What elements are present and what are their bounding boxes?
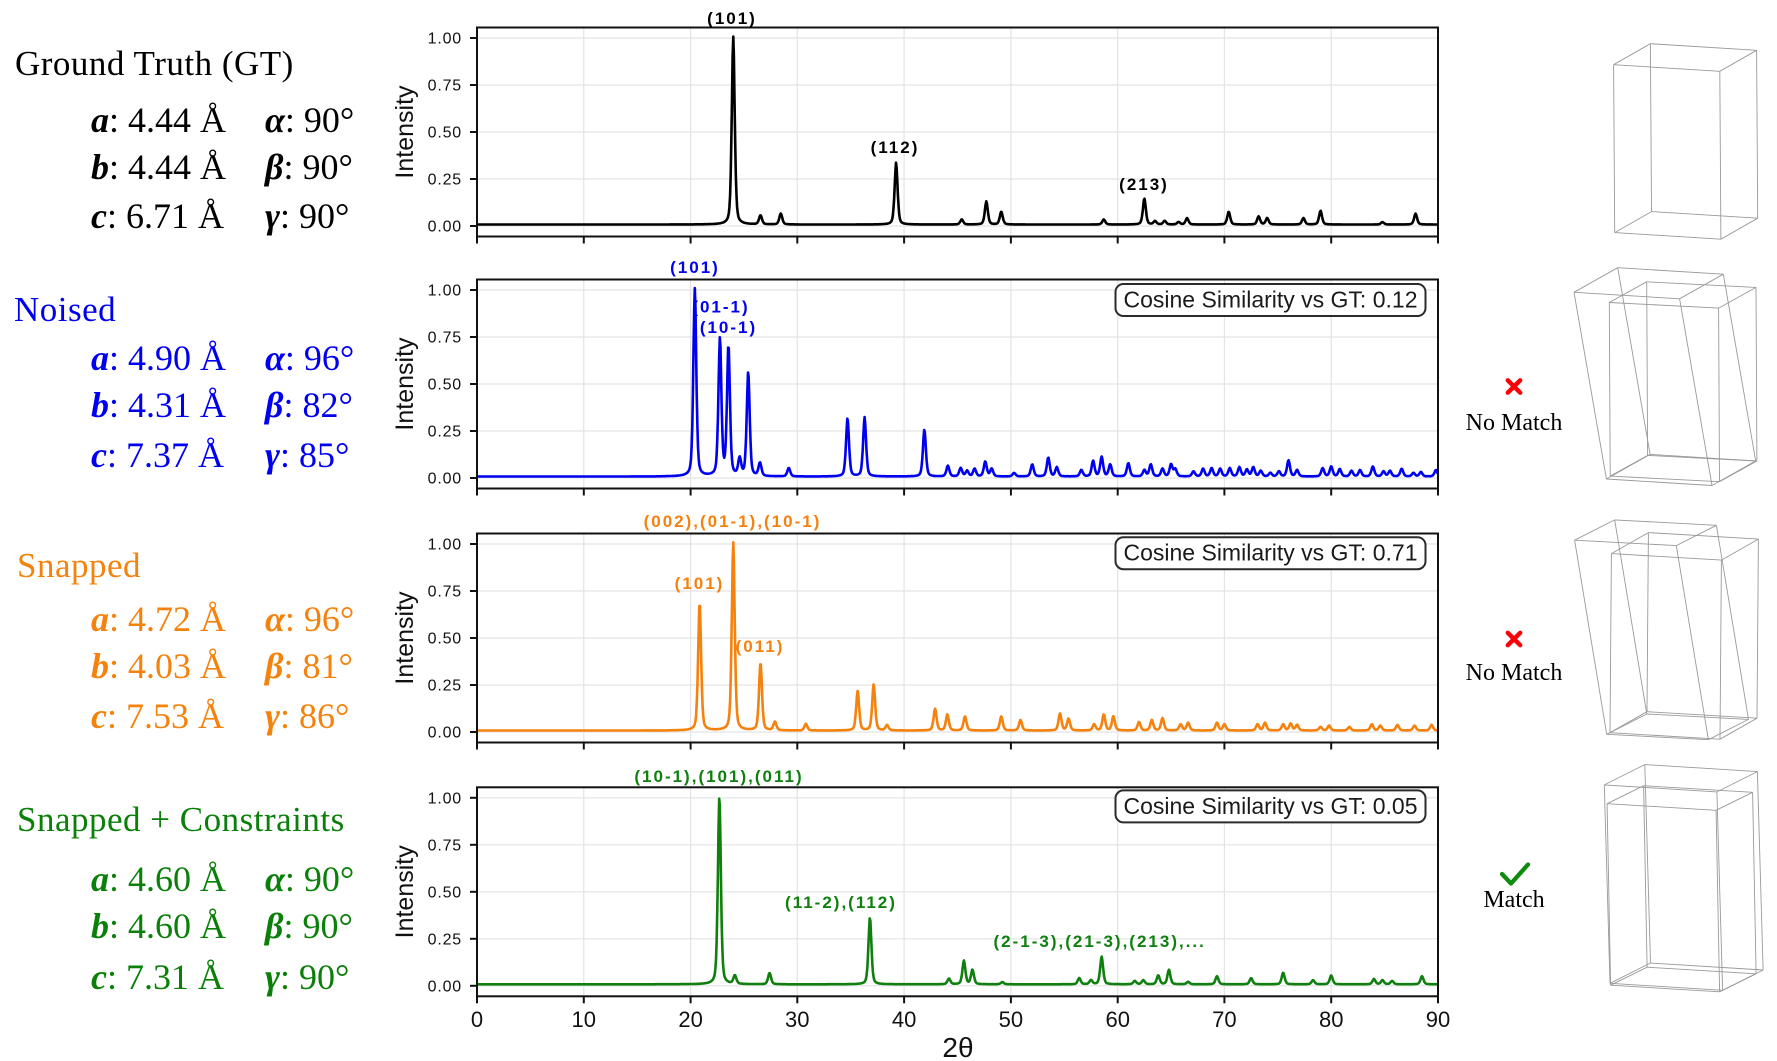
svg-text:0.50: 0.50: [428, 125, 462, 142]
svg-text:0.50: 0.50: [428, 631, 462, 648]
svg-text:0.00: 0.00: [428, 725, 462, 742]
svg-text:(2-1-3),(21-3),(213),...: (2-1-3),(21-3),(213),...: [994, 932, 1206, 951]
svg-text:Cosine Similarity vs GT: 0.12: Cosine Similarity vs GT: 0.12: [1124, 287, 1418, 313]
svg-text:0.75: 0.75: [428, 584, 462, 601]
svg-text:(213): (213): [1119, 175, 1169, 194]
svg-text:70: 70: [1212, 1007, 1236, 1032]
svg-text:(10-1),(101),(011): (10-1),(101),(011): [634, 767, 803, 786]
svg-text:1.00: 1.00: [428, 790, 462, 807]
svg-text:0.75: 0.75: [428, 78, 462, 95]
svg-text:(002),(01-1),(10-1): (002),(01-1),(10-1): [644, 512, 822, 531]
svg-text:Intensity: Intensity: [391, 845, 419, 939]
svg-text:Intensity: Intensity: [391, 591, 419, 685]
svg-text:0: 0: [471, 1007, 483, 1032]
svg-text:(101): (101): [670, 258, 720, 277]
svg-text:90: 90: [1426, 1007, 1450, 1032]
svg-text:2θ: 2θ: [942, 1032, 973, 1061]
svg-text:20: 20: [678, 1007, 702, 1032]
svg-text:(101): (101): [707, 9, 757, 28]
svg-text:50: 50: [999, 1007, 1023, 1032]
svg-text:0.50: 0.50: [428, 377, 462, 394]
svg-text:0.50: 0.50: [428, 884, 462, 901]
svg-text:0.25: 0.25: [428, 172, 462, 189]
svg-text:0.75: 0.75: [428, 330, 462, 347]
svg-text:Cosine Similarity vs GT: 0.71: Cosine Similarity vs GT: 0.71: [1124, 540, 1418, 566]
svg-text:1.00: 1.00: [428, 283, 462, 300]
svg-text:Intensity: Intensity: [391, 337, 419, 431]
svg-text:(01-1): (01-1): [692, 298, 749, 317]
svg-text:0.00: 0.00: [428, 471, 462, 488]
svg-text:10: 10: [572, 1007, 596, 1032]
svg-text:1.00: 1.00: [428, 31, 462, 48]
svg-text:40: 40: [892, 1007, 916, 1032]
svg-text:Cosine Similarity vs GT: 0.05: Cosine Similarity vs GT: 0.05: [1124, 793, 1418, 819]
svg-text:30: 30: [785, 1007, 809, 1032]
svg-text:(10-1): (10-1): [700, 318, 757, 337]
svg-text:Intensity: Intensity: [391, 85, 419, 179]
svg-text:1.00: 1.00: [428, 537, 462, 554]
svg-text:0.00: 0.00: [428, 219, 462, 236]
svg-text:0.25: 0.25: [428, 424, 462, 441]
svg-text:(11-2),(112): (11-2),(112): [785, 893, 897, 912]
svg-text:(011): (011): [736, 637, 785, 656]
svg-text:0.00: 0.00: [428, 978, 462, 995]
svg-text:(112): (112): [871, 138, 920, 157]
svg-text:80: 80: [1319, 1007, 1343, 1032]
svg-text:(101): (101): [675, 574, 725, 593]
svg-text:0.25: 0.25: [428, 931, 462, 948]
svg-text:0.25: 0.25: [428, 678, 462, 695]
svg-text:0.75: 0.75: [428, 837, 462, 854]
svg-text:60: 60: [1105, 1007, 1129, 1032]
